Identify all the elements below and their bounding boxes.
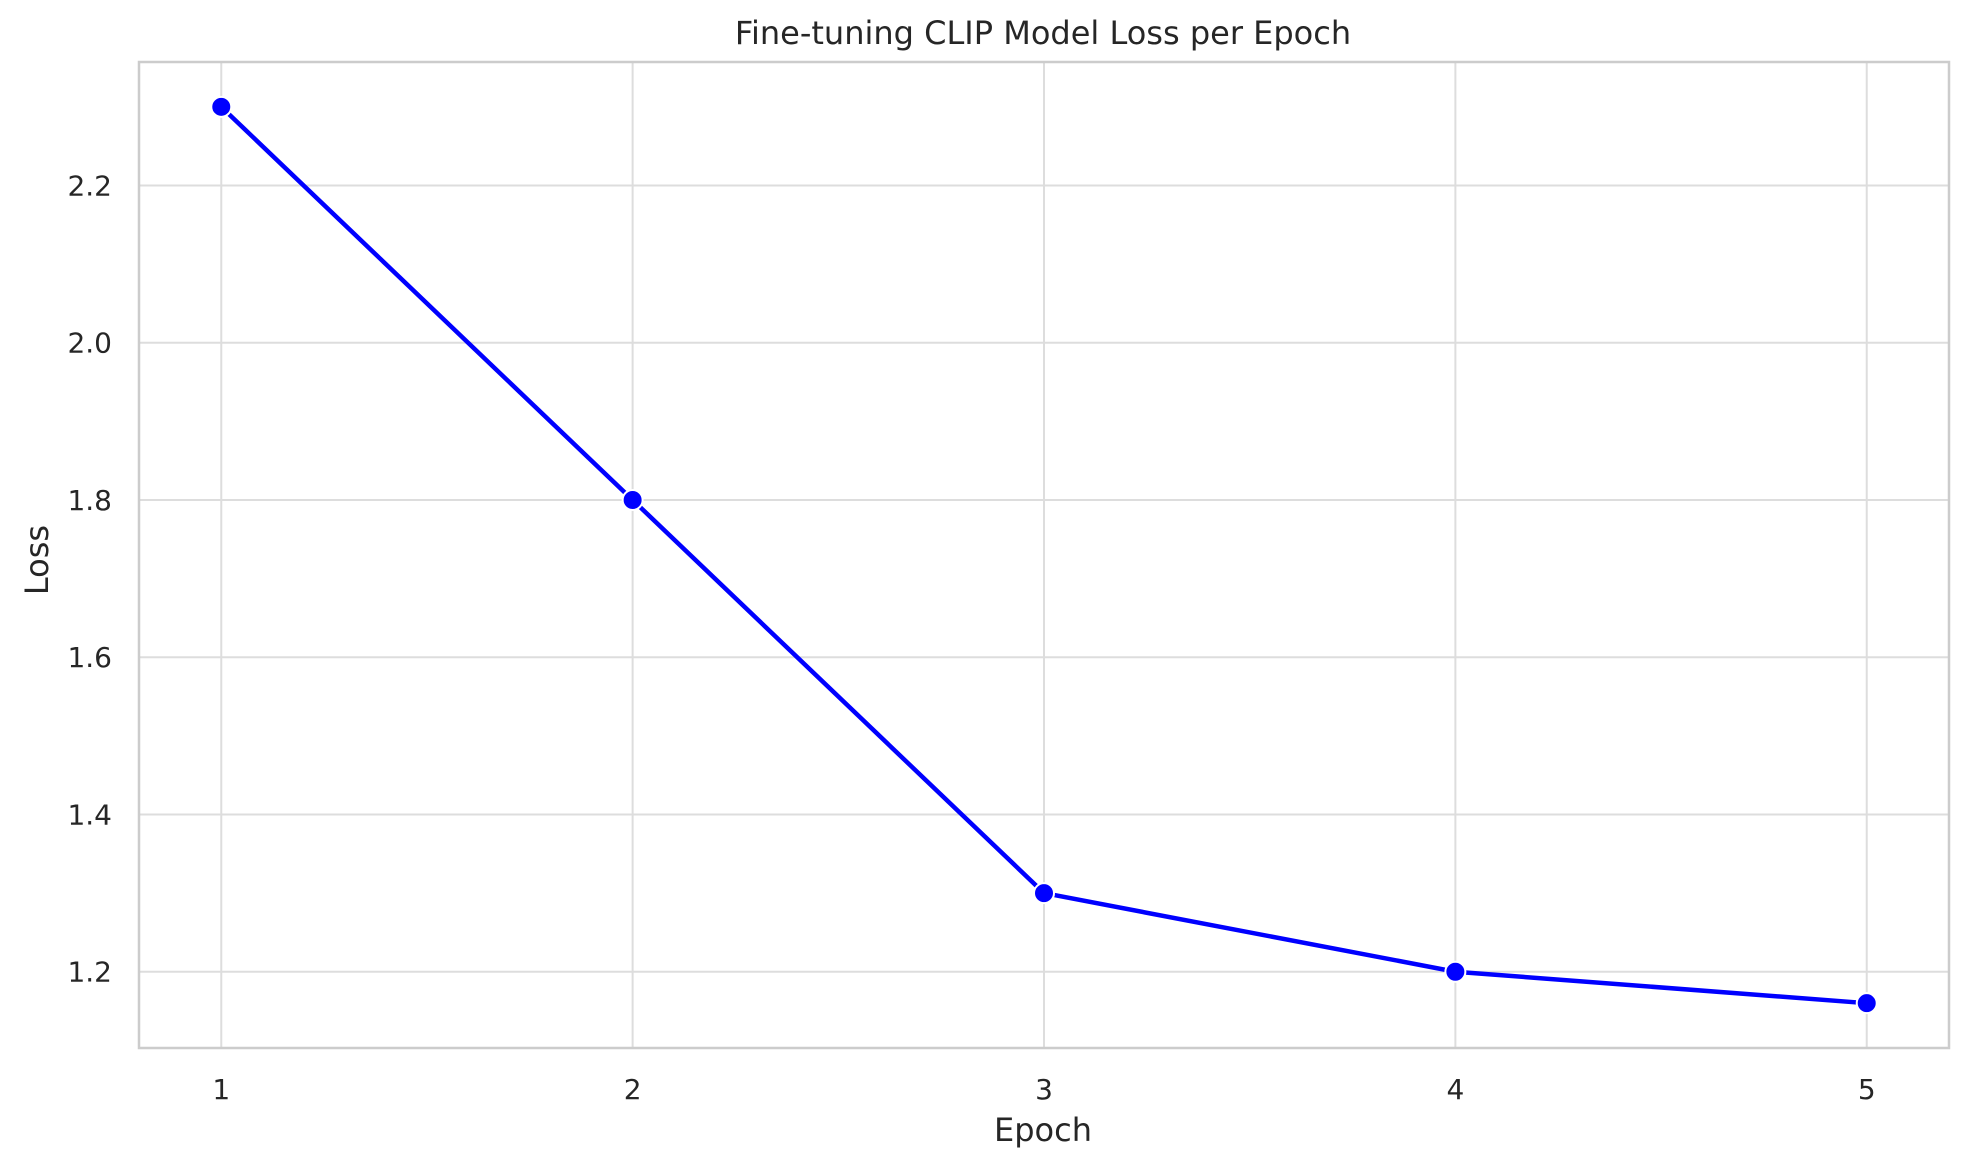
x-tick-label: 5 <box>1858 1073 1876 1106</box>
data-point <box>621 488 644 511</box>
x-axis-label: Epoch <box>994 1111 1092 1149</box>
y-axis-label: Loss <box>18 525 56 595</box>
x-tick-label: 2 <box>624 1073 642 1106</box>
x-tick-label: 1 <box>212 1073 230 1106</box>
y-tick-label: 2.0 <box>67 327 112 360</box>
y-tick-label: 1.6 <box>67 641 112 674</box>
series-loss <box>210 95 1878 1015</box>
data-point <box>1855 992 1878 1015</box>
y-tick-labels: 1.2 1.4 1.6 1.8 2.0 2.2 <box>67 169 112 988</box>
y-tick-label: 1.2 <box>67 956 112 989</box>
y-tick-label: 1.8 <box>67 484 112 517</box>
data-point <box>1444 960 1467 983</box>
x-tick-label: 3 <box>1035 1073 1053 1106</box>
data-point <box>1033 882 1055 905</box>
y-tick-label: 1.4 <box>67 798 112 831</box>
chart-title: Fine-tuning CLIP Model Loss per Epoch <box>735 14 1351 52</box>
y-tick-label: 2.2 <box>67 169 112 202</box>
grid-lines <box>139 62 1949 1048</box>
x-tick-label: 4 <box>1446 1073 1464 1106</box>
x-tick-labels: 1 2 3 4 5 <box>212 1073 1875 1106</box>
data-point <box>210 95 233 118</box>
plot-frame <box>137 60 1951 1050</box>
